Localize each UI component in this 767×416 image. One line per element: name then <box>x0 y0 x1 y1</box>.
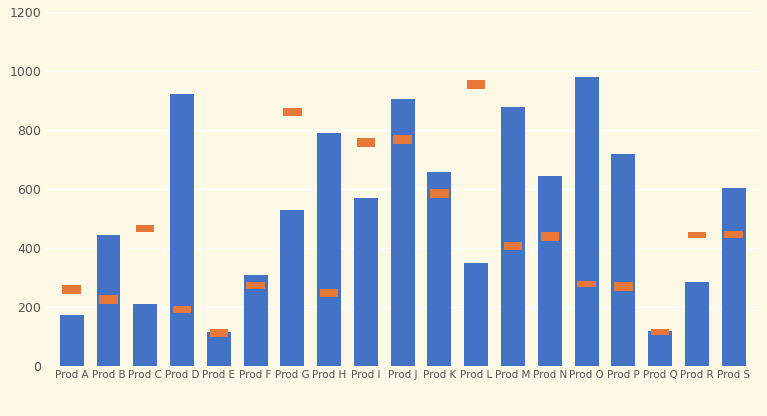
Bar <box>611 154 635 366</box>
Bar <box>541 232 559 241</box>
Bar <box>318 133 341 366</box>
Bar <box>688 232 706 238</box>
Bar <box>173 306 191 313</box>
Bar <box>246 282 265 290</box>
Bar <box>614 282 633 291</box>
Bar <box>430 189 449 198</box>
Bar <box>133 304 157 366</box>
Bar <box>207 332 231 366</box>
Bar <box>354 198 378 366</box>
Bar <box>501 107 525 366</box>
Bar <box>357 138 375 146</box>
Bar <box>722 188 746 366</box>
Bar <box>320 290 338 297</box>
Bar <box>390 99 415 366</box>
Bar <box>685 282 709 366</box>
Bar <box>467 80 486 89</box>
Bar <box>578 281 596 287</box>
Bar <box>651 329 670 335</box>
Bar <box>648 331 672 366</box>
Bar <box>99 295 117 304</box>
Bar <box>538 176 561 366</box>
Bar <box>464 263 488 366</box>
Bar <box>427 171 452 366</box>
Bar <box>504 242 522 250</box>
Bar <box>209 329 228 337</box>
Bar <box>136 225 154 232</box>
Bar <box>244 275 268 366</box>
Bar <box>62 285 81 294</box>
Bar <box>60 314 84 366</box>
Bar <box>393 135 412 144</box>
Bar <box>281 210 304 366</box>
Bar <box>170 94 194 366</box>
Bar <box>283 108 301 116</box>
Bar <box>97 235 120 366</box>
Bar <box>725 230 743 238</box>
Bar <box>574 77 598 366</box>
